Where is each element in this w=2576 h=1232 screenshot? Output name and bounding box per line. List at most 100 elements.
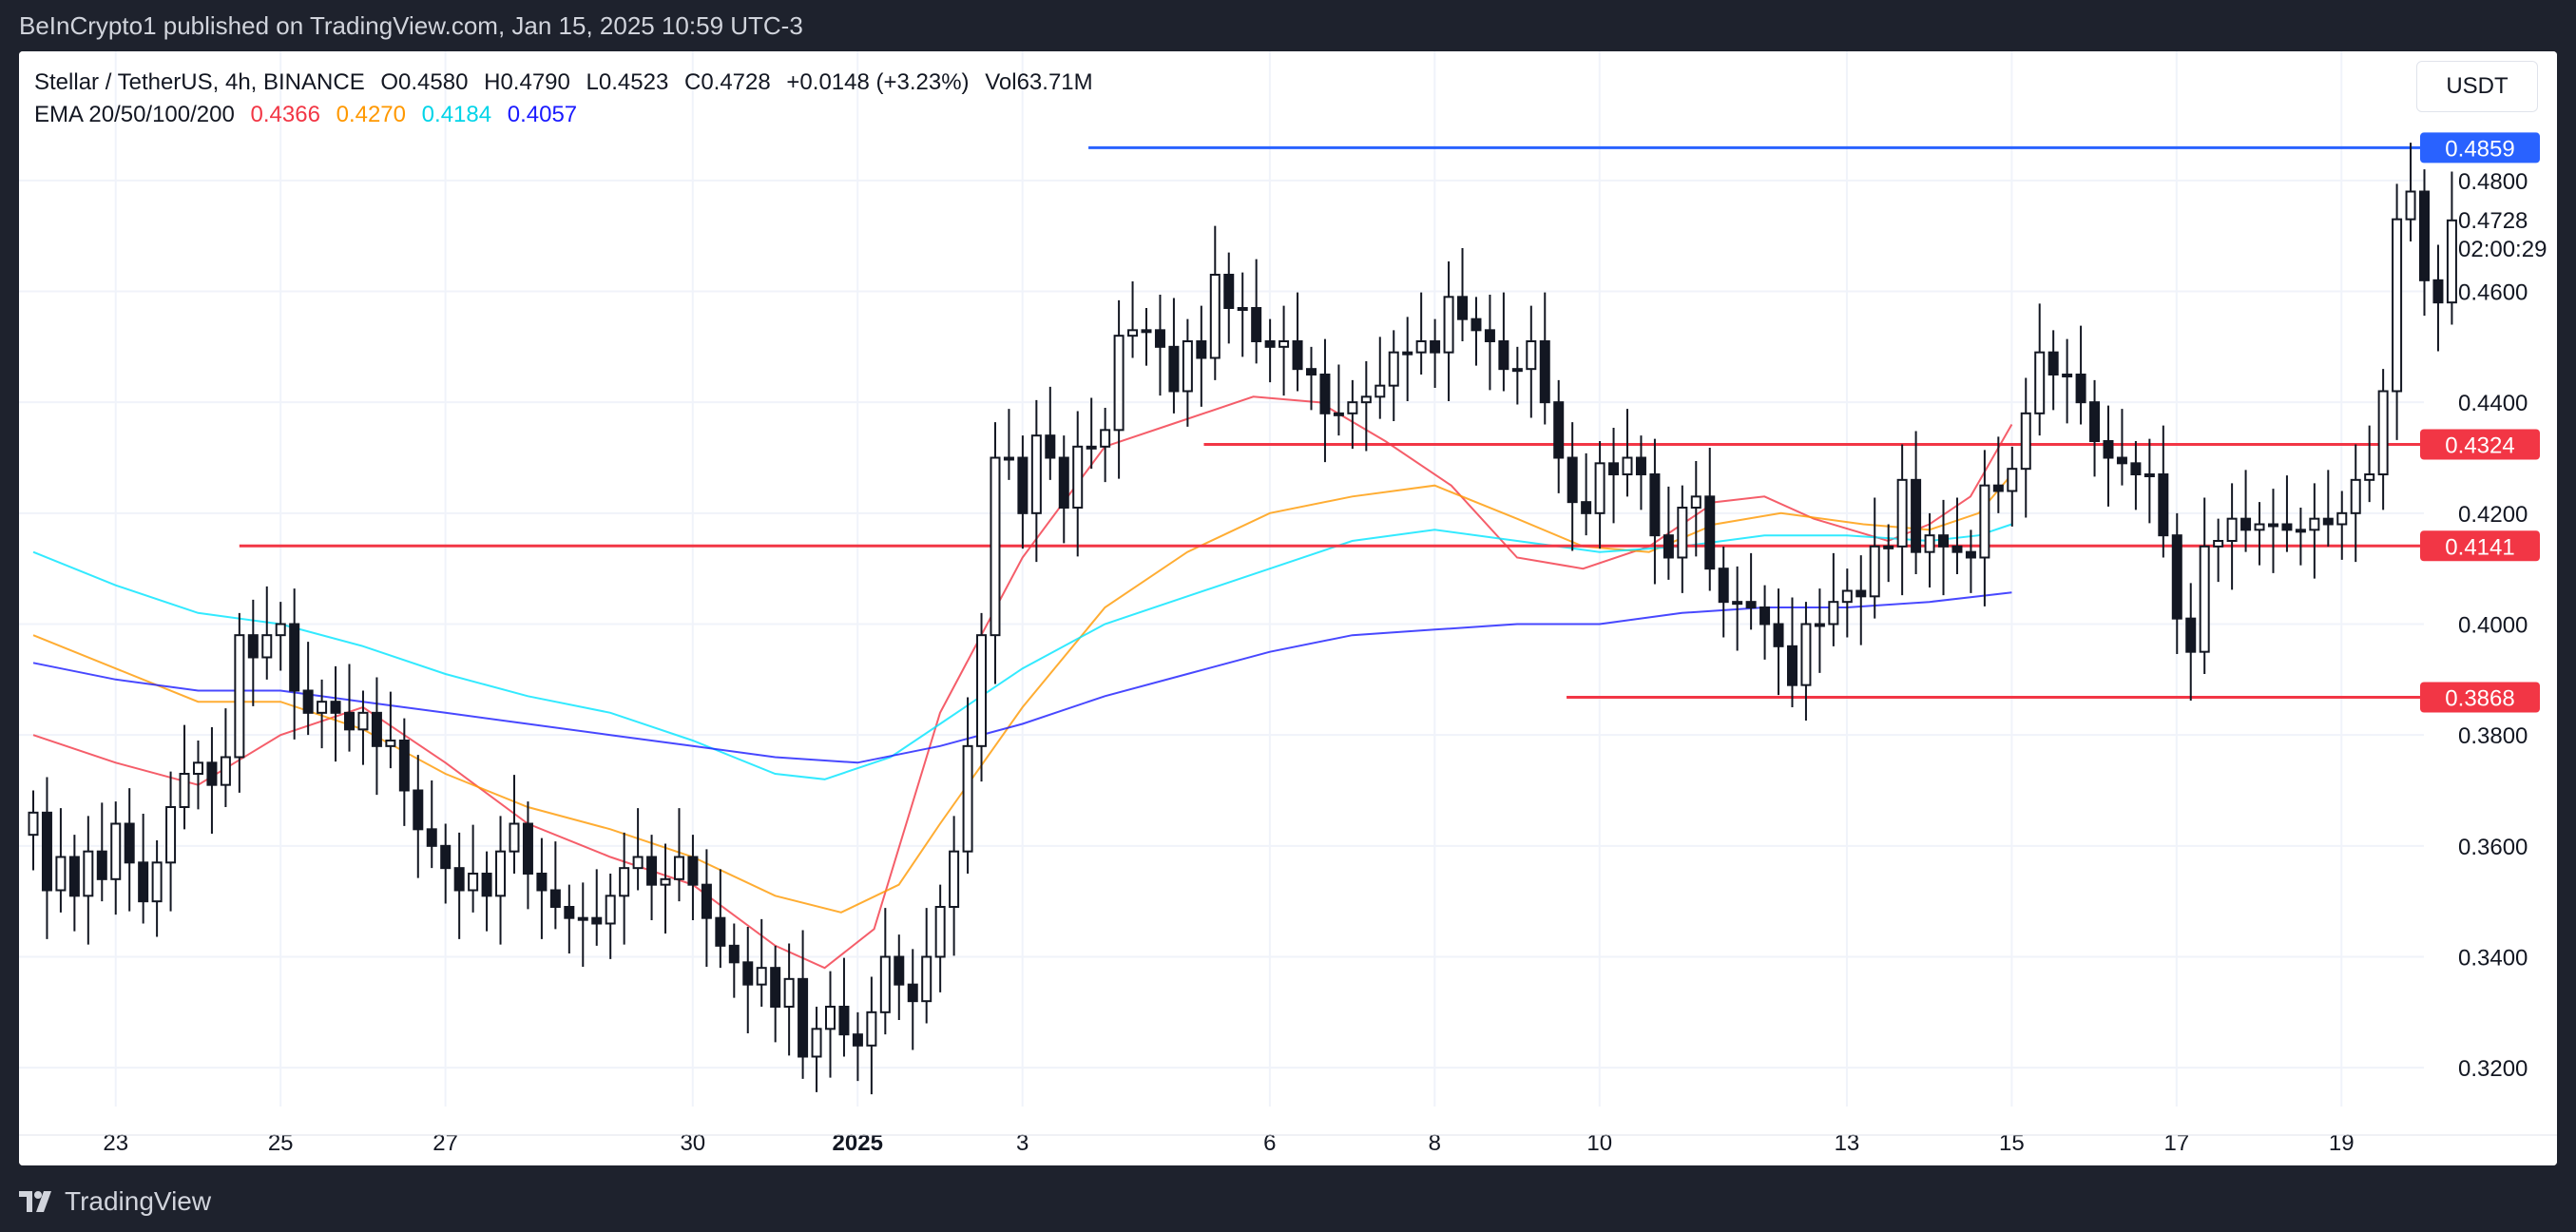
candle-down [2158, 473, 2169, 537]
candle-up [1388, 351, 1399, 387]
candle-down [1154, 329, 1165, 348]
tradingview-logo[interactable]: TradingView [19, 1186, 211, 1217]
candle-up [1415, 340, 1427, 354]
candle-up [811, 1028, 822, 1058]
y-tick-label: 0.3400 [2458, 946, 2528, 972]
chart-background [19, 51, 2557, 1165]
candle-up [660, 877, 671, 886]
candle-down [2075, 374, 2086, 404]
candle-down [1305, 368, 1317, 375]
candle-up [468, 873, 479, 892]
candle-up [151, 861, 163, 903]
candle-down [398, 740, 410, 792]
candle-down [1718, 568, 1729, 604]
x-tick-label: 25 [268, 1130, 294, 1156]
candle-up [2336, 511, 2348, 526]
candle-up [1814, 623, 1825, 627]
candle-up [879, 955, 891, 1013]
ema-indicator-label[interactable]: EMA 20/50/100/200 [34, 102, 235, 127]
candle-up [632, 856, 644, 870]
candle-up [1182, 340, 1193, 393]
candle-down [1855, 589, 1867, 598]
candle-down [1938, 534, 1950, 548]
candle-down [2419, 190, 2431, 281]
candle-up [1511, 368, 1523, 373]
candle-up [1209, 274, 1221, 359]
price-axis: 0.4800 0.4600 0.4400 0.4200 0.4000 0.3800 0.36… [2458, 169, 2528, 1082]
candle-up [783, 977, 795, 1008]
candle-down [549, 889, 561, 908]
currency-button[interactable]: USDT [2416, 61, 2538, 112]
candle-down [1745, 601, 1757, 609]
brand-name: TradingView [65, 1186, 212, 1216]
candle-up [756, 967, 767, 986]
level-price-label: 0.4141 [2445, 534, 2514, 560]
candle-up [1333, 412, 1344, 416]
candle-up [2143, 473, 2155, 477]
chart-legend: Stellar / TetherUS, 4h, BINANCE O0.4580 … [34, 67, 1103, 131]
ema20-value: 0.4366 [250, 102, 320, 127]
x-tick-label: 13 [1835, 1130, 1860, 1156]
candle-down [289, 623, 300, 692]
candle-up [866, 1011, 877, 1047]
candle-down [1045, 434, 1056, 459]
candles [28, 143, 2457, 1095]
candle-up [1127, 329, 1139, 337]
candle-up [1100, 429, 1111, 448]
candle-up [1141, 329, 1152, 334]
candle-up [1979, 484, 1990, 559]
y-tick-label: 0.3600 [2458, 835, 2528, 860]
candle-down [1992, 484, 2004, 492]
candle-up [1278, 340, 1290, 348]
x-tick-label: 19 [2329, 1130, 2355, 1156]
level-price-label: 0.4324 [2445, 433, 2514, 459]
symbol-title[interactable]: Stellar / TetherUS, 4h, BINANCE [34, 69, 365, 95]
candle-down [894, 955, 905, 986]
candle-down [1704, 495, 1716, 570]
candle-up [1594, 462, 1605, 514]
candle-up [1443, 296, 1454, 354]
grid [19, 51, 2557, 1165]
candle-up [110, 822, 122, 880]
candle-down [344, 711, 356, 731]
candle-down [426, 828, 437, 847]
ohlc-row: Stellar / TetherUS, 4h, BINANCE O0.4580 … [34, 67, 1103, 99]
ema50-value: 0.4270 [336, 102, 406, 127]
candle-down [1539, 340, 1550, 404]
candle-down [838, 1006, 850, 1036]
price-labels: 0.4859 0.4324 0.4141 0.3868 0.4728 02:00:29 [2420, 132, 2547, 713]
candle-down [1251, 307, 1262, 342]
x-tick-label: 8 [1429, 1130, 1441, 1156]
candle-up [1526, 340, 1537, 371]
candle-down [247, 634, 259, 659]
candle-down [1264, 340, 1276, 348]
x-tick-label: 27 [433, 1130, 458, 1156]
candle-up [179, 773, 190, 808]
candle-up [949, 850, 960, 909]
candle-up [2034, 351, 2046, 414]
candle-down [907, 983, 918, 1003]
candle-up [275, 623, 286, 637]
price-chart[interactable]: 0.4800 0.4600 0.4400 0.4200 0.4000 0.3800 0.36… [19, 51, 2557, 1165]
high-value: H0.4790 [484, 69, 570, 95]
ema200-value: 0.4057 [507, 102, 578, 127]
candle-up [1896, 478, 1908, 548]
level-price-label: 0.3868 [2445, 686, 2514, 712]
y-tick-label: 0.4600 [2458, 280, 2528, 306]
ema-20-line [32, 395, 2013, 970]
candle-down [687, 856, 699, 886]
candle-up [1375, 384, 1386, 398]
candle-down [1911, 478, 1922, 553]
chart-panel[interactable]: 0.4800 0.4600 0.4400 0.4200 0.4000 0.3800 0.36… [19, 51, 2557, 1165]
candle-down [715, 916, 726, 947]
candle-up [1924, 534, 1935, 553]
candle-up [357, 711, 369, 731]
candle-down [536, 873, 548, 892]
candle-up [2295, 529, 2306, 533]
candle-up [1732, 601, 1743, 606]
y-tick-label: 0.3800 [2458, 723, 2528, 749]
candle-up [976, 634, 988, 747]
candle-down [138, 861, 149, 903]
candle-down [522, 822, 533, 875]
candle-up [934, 906, 946, 958]
